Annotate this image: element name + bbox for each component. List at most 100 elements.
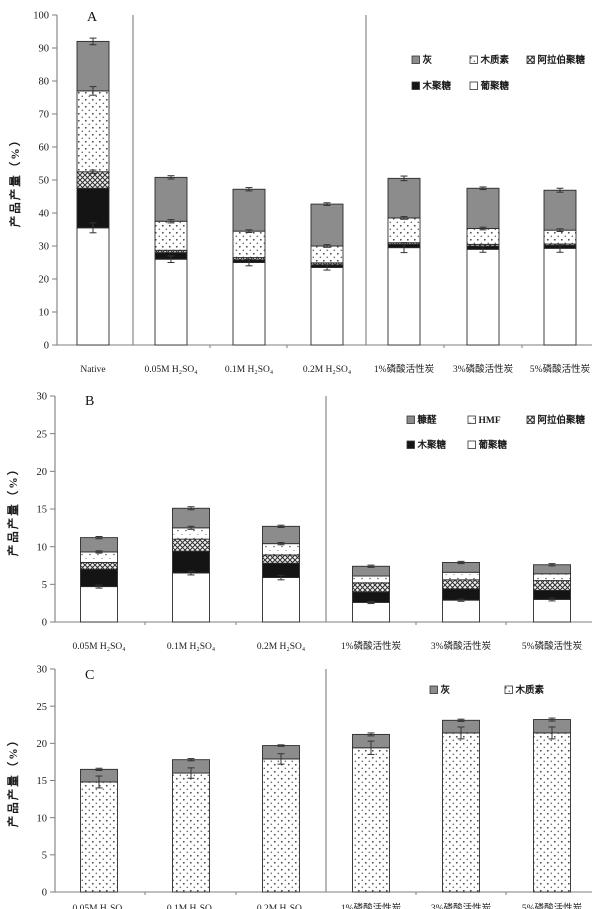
legend-label: 木聚糖 (422, 80, 452, 92)
bar-segment-木质素 (172, 772, 210, 893)
bar-segment-木质素 (232, 230, 266, 258)
bar-segment-灰 (310, 203, 344, 247)
panel-c-label: C (85, 668, 95, 683)
legend-item-葡聚糖: 葡聚糖 (469, 80, 510, 92)
bar-segment-阿拉伯聚糖 (76, 171, 110, 189)
legend-label: 木质素 (515, 684, 545, 696)
legend-label: 阿拉伯聚糖 (538, 54, 586, 66)
bar-segment-灰 (154, 176, 188, 222)
legend-label: 木质素 (480, 54, 510, 66)
x-category-label: 0.1M H₂SO₄ (167, 642, 215, 652)
panel-b-plot: 0 5 10 15 20 25 30 0.05M H₂SO₄ 0.1M H₂SO₄ 0.2M H₂… (37, 392, 592, 652)
y-axis-tick-label: 10 (39, 308, 50, 319)
error-bar (187, 570, 195, 576)
y-axis-tick-label: 20 (39, 275, 50, 286)
legend-label: 葡聚糖 (478, 439, 508, 451)
y-axis-tick-label: 25 (37, 702, 48, 713)
error-bar (323, 264, 331, 271)
y-axis-tick-label: 40 (39, 209, 50, 220)
bar-segment-阿拉伯聚糖 (442, 579, 480, 590)
bar-segment-葡聚糖 (466, 248, 500, 346)
bar-segment-阿拉伯聚糖 (533, 580, 571, 591)
panel-a-label: A (87, 10, 98, 25)
y-axis-tick-label: 30 (37, 665, 48, 676)
legend-swatch (469, 81, 478, 90)
bar-segment-木质素 (387, 217, 421, 244)
bar-segment-木质素 (442, 732, 480, 893)
bar-segment-木质素 (543, 229, 577, 245)
x-category-label: 5%磷酸活性炭 (522, 902, 583, 909)
legend-item-葡聚糖: 葡聚糖 (467, 439, 508, 451)
bar-segment-木聚糖 (80, 568, 118, 588)
error-bar (277, 542, 285, 546)
y-axis-tick-label: 100 (33, 11, 49, 22)
legend-label: HMF (479, 416, 501, 426)
error-bar (187, 758, 195, 762)
bar-segment-葡聚糖 (154, 258, 188, 346)
legend-swatch (526, 55, 535, 64)
error-bar (400, 216, 408, 220)
y-axis-tick-label: 50 (39, 176, 50, 187)
error-bar (367, 732, 375, 737)
x-category-label: Native (80, 365, 105, 375)
x-category-label: 1%磷酸活性炭 (374, 363, 435, 375)
bar-3%磷酸活性炭 (442, 719, 480, 893)
bar-0.05M H₂SO₄ (154, 176, 188, 346)
x-category-label: 0.2M H₂SO₄ (303, 365, 351, 375)
error-bar (277, 744, 285, 747)
bar-1%磷酸活性炭 (352, 565, 390, 623)
error-bar (95, 584, 103, 589)
y-axis-tick-label: 0 (42, 618, 47, 629)
legend-swatch (467, 415, 476, 424)
legend-swatch (406, 440, 415, 449)
error-bar (367, 600, 375, 605)
bar-segment-木聚糖 (442, 588, 480, 601)
panel-c-plot: 0 5 10 15 20 25 30 0.05M H₂SO₄ 0.1M H₂SO₄ 0.2M H₂… (37, 665, 592, 909)
bar-3%磷酸活性炭 (442, 562, 480, 623)
y-axis-tick-label: 10 (37, 542, 48, 553)
bar-segment-阿拉伯聚糖 (80, 562, 118, 570)
bar-segment-葡聚糖 (172, 572, 210, 623)
error-bar (187, 525, 195, 530)
error-bar (95, 767, 103, 771)
error-bar (89, 86, 97, 96)
bar-segment-木质素 (352, 747, 390, 893)
error-bar (548, 563, 556, 567)
error-bar (457, 560, 465, 565)
y-axis-tick-label: 5 (42, 580, 47, 591)
legend-swatch (411, 55, 420, 64)
error-bar (187, 506, 195, 511)
bar-segment-灰 (232, 188, 266, 232)
x-category-label: 5%磷酸活性炭 (530, 363, 591, 375)
legend-item-糠醛: 糠醛 (406, 414, 437, 426)
y-axis-tick-label: 25 (37, 429, 48, 440)
y-axis-tick-label: 80 (39, 77, 50, 88)
error-bar (245, 229, 253, 233)
legend-swatch (469, 55, 478, 64)
error-bar (367, 564, 375, 568)
error-bar (479, 245, 487, 253)
error-bar (245, 258, 253, 267)
legend-item-木质素: 木质素 (504, 684, 545, 696)
bar-segment-灰 (543, 189, 577, 231)
y-axis-tick-label: 0 (42, 888, 47, 899)
y-axis-tick-label: 90 (39, 44, 50, 55)
error-bar (479, 226, 487, 231)
bar-segment-木聚糖 (172, 550, 210, 574)
legend-item-阿拉伯聚糖: 阿拉伯聚糖 (526, 54, 586, 66)
error-bar (89, 222, 97, 234)
panel-c-yaxis-title: 产品产量（%） (8, 732, 20, 828)
bar-segment-葡聚糖 (232, 262, 266, 346)
bar-5%磷酸活性炭 (533, 719, 571, 893)
bar-1%磷酸活性炭 (352, 733, 390, 893)
error-bar (245, 187, 253, 192)
bar-segment-葡聚糖 (80, 586, 118, 623)
bar-segment-木质素 (80, 781, 118, 893)
legend-item-木聚糖: 木聚糖 (411, 80, 452, 92)
error-bar (548, 726, 556, 740)
error-bar (457, 726, 465, 740)
bar-segment-木质素 (76, 90, 110, 173)
bar-0.1M H₂SO₄ (172, 507, 210, 623)
bar-segment-葡聚糖 (352, 601, 390, 623)
